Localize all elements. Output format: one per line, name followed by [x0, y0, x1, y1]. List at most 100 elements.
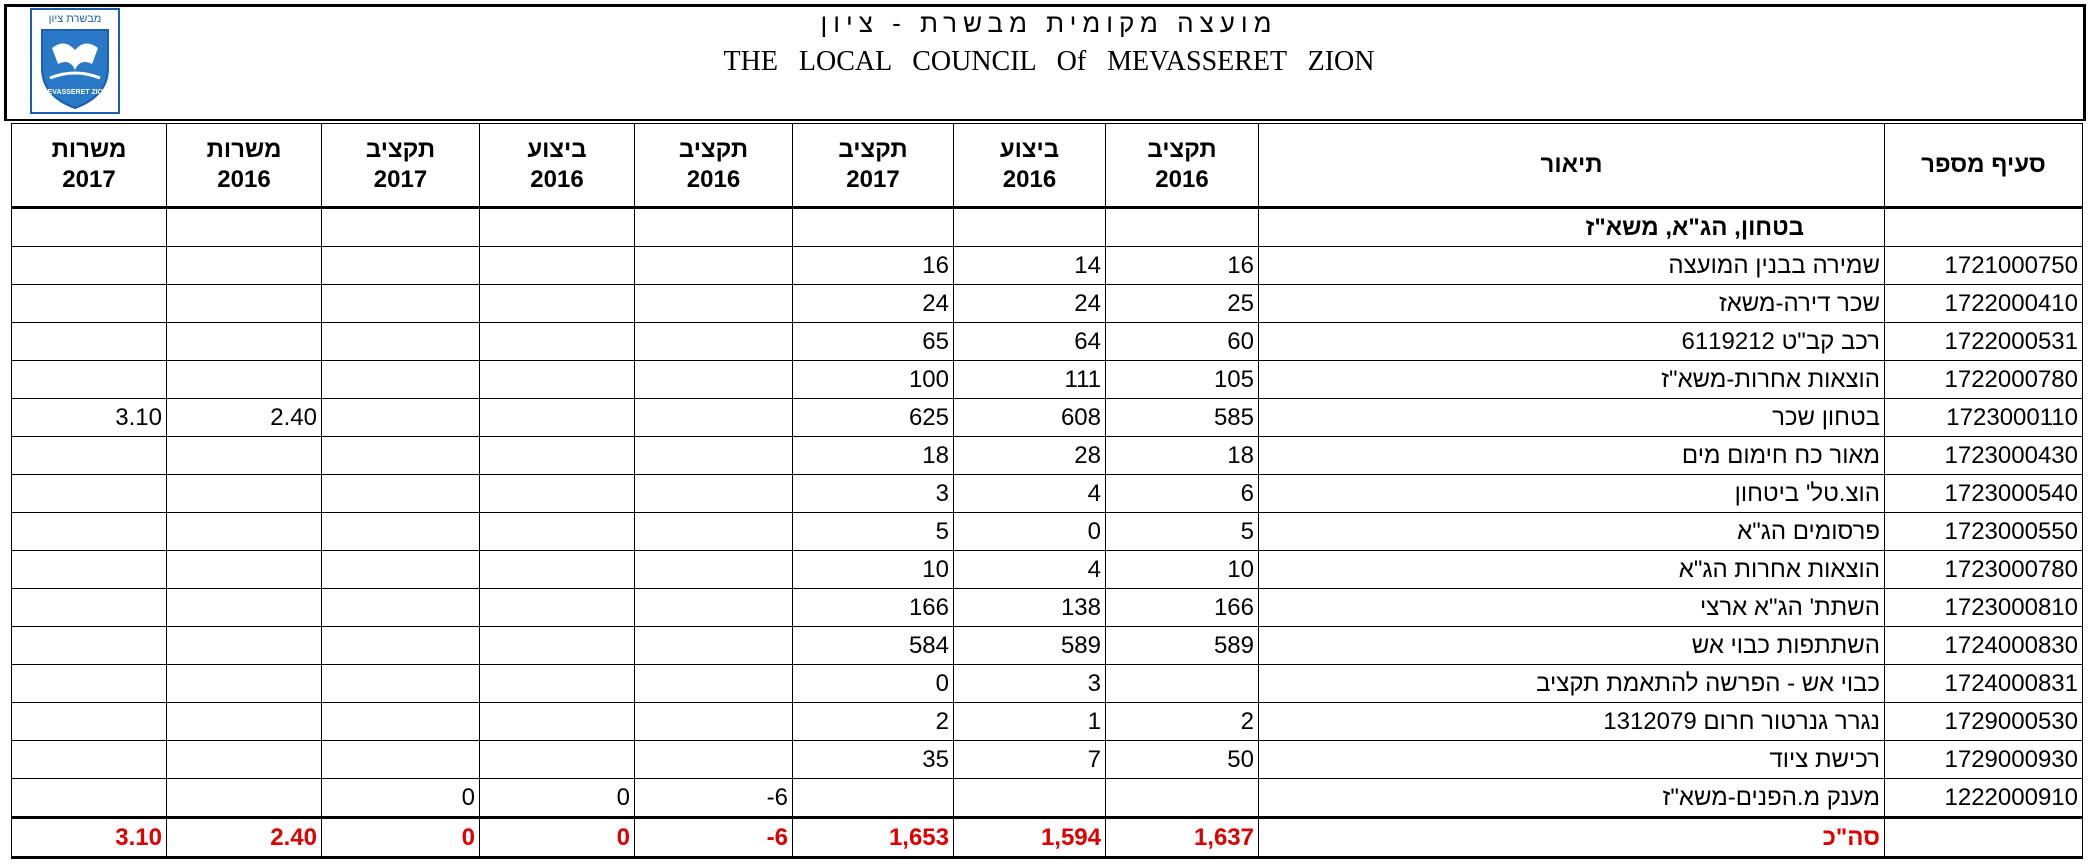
header-line: 2017 — [846, 166, 900, 193]
data-row: 1722000410 שכר דירה-משאז 25 24 24 — [11, 284, 2083, 323]
amount — [479, 207, 635, 247]
title-english: THE LOCAL COUNCIL Of MEVASSERET ZION — [723, 46, 1375, 77]
amount: 14 — [953, 246, 1106, 285]
column-header: תקציב 2016 — [634, 123, 793, 209]
amount: 28 — [953, 436, 1106, 475]
amount: 24 — [792, 284, 954, 323]
header-line: תקציב — [678, 136, 749, 163]
amount — [11, 474, 167, 513]
description: השתת' הג"א ארצי — [1258, 588, 1885, 627]
amount: 18 — [1105, 436, 1259, 475]
amount — [166, 550, 322, 589]
item-code: 1723000540 — [1884, 474, 2083, 513]
amount — [321, 550, 480, 589]
amount: 111 — [953, 360, 1106, 399]
amount — [321, 588, 480, 627]
amount: 4 — [953, 474, 1106, 513]
column-header: תיאור — [1258, 123, 1885, 209]
logo-wave — [49, 71, 101, 80]
amount — [11, 512, 167, 551]
data-row: 1724000830 השתתפות כבוי אש 589 589 584 — [11, 626, 2083, 665]
amount — [321, 664, 480, 703]
amount — [11, 284, 167, 323]
item-code: 1222000910 — [1884, 778, 2083, 818]
header-line: תקציב — [365, 136, 436, 163]
amount — [1105, 664, 1259, 703]
amount — [634, 626, 793, 665]
data-row: 1723000550 פרסומים הג"א 5 0 5 — [11, 512, 2083, 551]
item-code: 1721000750 — [1884, 246, 2083, 285]
amount: 1,594 — [953, 816, 1106, 859]
amount — [11, 436, 167, 475]
amount: 105 — [1105, 360, 1259, 399]
amount: 25 — [1105, 284, 1259, 323]
description: שמירה בבנין המועצה — [1258, 246, 1885, 285]
amount: -6 — [634, 816, 793, 859]
amount — [1105, 778, 1259, 818]
header-line: 2016 — [686, 166, 741, 193]
amount: 100 — [792, 360, 954, 399]
column-header: תקציב 2016 — [1105, 123, 1259, 209]
amount — [11, 740, 167, 779]
data-row: 1723000430 מאור כח חימום מים 18 28 18 — [11, 436, 2083, 475]
data-row: 1729000930 רכישת ציוד 50 7 35 — [11, 740, 2083, 779]
amount — [11, 702, 167, 741]
item-code: 1724000831 — [1884, 664, 2083, 703]
amount — [11, 588, 167, 627]
amount: 2.40 — [166, 398, 322, 437]
amount: 584 — [792, 626, 954, 665]
item-code: 1724000830 — [1884, 626, 2083, 665]
amount — [11, 246, 167, 285]
data-row: 1723000110 בטחון שכר 585 608 625 2.40 3.10 — [11, 398, 2083, 437]
amount: -6 — [634, 778, 793, 818]
amount — [166, 207, 322, 247]
amount — [792, 778, 954, 818]
amount — [634, 207, 793, 247]
amount — [634, 550, 793, 589]
amount: 585 — [1105, 398, 1259, 437]
amount — [166, 246, 322, 285]
logo-text-bottom: MEVASSERET ZION — [42, 89, 108, 96]
amount — [634, 512, 793, 551]
amount — [634, 246, 793, 285]
amount: 16 — [792, 246, 954, 285]
amount — [634, 360, 793, 399]
amount — [321, 626, 480, 665]
column-header: ביצוע 2016 — [479, 123, 635, 209]
column-header: סעיף מספר — [1884, 123, 2083, 209]
amount — [166, 740, 322, 779]
header-line: תיאור — [1540, 151, 1603, 178]
amount: 1,637 — [1105, 816, 1259, 859]
amount — [634, 398, 793, 437]
amount — [321, 398, 480, 437]
amount — [479, 398, 635, 437]
amount — [479, 588, 635, 627]
description: בטחון, הג"א, משא"ז — [1258, 207, 1885, 247]
amount — [634, 474, 793, 513]
header-line: 2016 — [1155, 166, 1209, 193]
header-line: 2017 — [373, 166, 428, 193]
column-header: ביצוע 2016 — [953, 123, 1106, 209]
amount — [479, 436, 635, 475]
item-code — [1884, 816, 2083, 859]
amount — [479, 246, 635, 285]
description: בטחון שכר — [1258, 398, 1885, 437]
amount: 625 — [792, 398, 954, 437]
amount — [166, 626, 322, 665]
amount — [479, 626, 635, 665]
description: רכישת ציוד — [1258, 740, 1885, 779]
amount — [792, 207, 954, 247]
amount — [321, 436, 480, 475]
description: פרסומים הג"א — [1258, 512, 1885, 551]
amount: 35 — [792, 740, 954, 779]
amount — [166, 360, 322, 399]
amount — [953, 207, 1106, 247]
description: הוצאות אחרות הג"א — [1258, 550, 1885, 589]
amount — [321, 284, 480, 323]
amount — [634, 322, 793, 361]
item-code: 1723000110 — [1884, 398, 2083, 437]
item-code: 1723000780 — [1884, 550, 2083, 589]
amount: 0 — [792, 664, 954, 703]
amount: 65 — [792, 322, 954, 361]
header-line: 2016 — [1002, 166, 1057, 193]
